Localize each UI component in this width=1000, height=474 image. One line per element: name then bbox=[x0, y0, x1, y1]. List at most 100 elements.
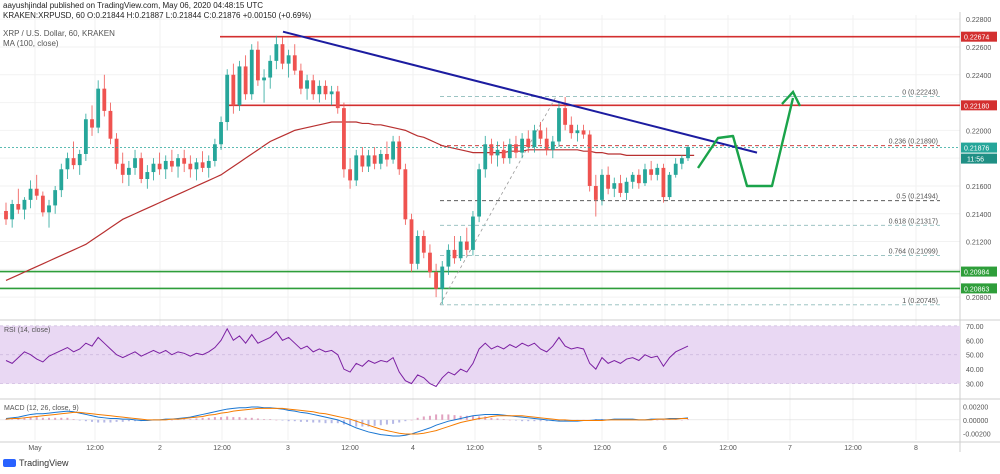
time-tick-label: 5 bbox=[538, 445, 542, 452]
candle-body bbox=[532, 130, 537, 148]
macd-histogram-bar bbox=[41, 417, 44, 420]
macd-histogram-bar bbox=[662, 419, 665, 421]
rsi-tick-label: 70.00 bbox=[966, 324, 984, 331]
candle-body bbox=[329, 91, 334, 95]
macd-histogram-bar bbox=[195, 418, 198, 420]
macd-histogram-bar bbox=[564, 419, 567, 422]
candle-body bbox=[471, 216, 475, 250]
price-tick-label: 0.21600 bbox=[966, 184, 991, 191]
macd-histogram-bar bbox=[521, 419, 524, 422]
candle-body bbox=[77, 153, 82, 166]
macd-histogram-bar bbox=[238, 417, 241, 420]
level-tag-resistance bbox=[961, 100, 997, 111]
candle-body bbox=[421, 235, 426, 253]
macd-histogram-bar bbox=[226, 416, 229, 420]
macd-histogram-bar bbox=[324, 419, 327, 424]
macd-histogram-bar bbox=[287, 419, 290, 422]
candle-body bbox=[612, 183, 617, 189]
candle-body bbox=[157, 163, 162, 170]
macd-histogram-bar bbox=[435, 414, 438, 420]
macd-histogram-bar bbox=[281, 419, 284, 421]
macd-histogram-bar bbox=[508, 419, 511, 421]
macd-histogram-bar bbox=[78, 419, 81, 421]
candle-body bbox=[188, 163, 193, 170]
candle-body bbox=[163, 160, 168, 170]
fib-price: 0.21494) bbox=[910, 194, 938, 201]
rsi-tick-label: 30.00 bbox=[966, 382, 984, 389]
candle-body bbox=[483, 144, 488, 170]
macd-histogram-bar bbox=[539, 419, 542, 422]
candle-body bbox=[581, 130, 586, 135]
candle-body bbox=[550, 141, 555, 150]
macd-histogram-bar bbox=[232, 417, 235, 420]
candle-body bbox=[22, 199, 27, 210]
level-tag-support-1 bbox=[961, 266, 997, 277]
candle-body bbox=[133, 158, 137, 168]
macd-histogram-bar bbox=[23, 417, 26, 420]
macd-histogram-bar bbox=[11, 419, 14, 420]
macd-signal-line bbox=[5, 407, 688, 435]
candle-body bbox=[667, 174, 672, 198]
author-line: aayushjindal published on TradingView.co… bbox=[3, 1, 264, 10]
level-label-resistance: 0.22180 bbox=[964, 103, 989, 110]
macd-histogram-bar bbox=[17, 418, 20, 420]
time-tick-label: 12:00 bbox=[213, 445, 231, 452]
candle-body bbox=[262, 77, 266, 81]
macd-histogram-bar bbox=[422, 416, 425, 420]
level-label-support-2: 0.20863 bbox=[964, 286, 989, 293]
candle-body bbox=[593, 185, 598, 200]
brand-text: TradingView bbox=[19, 458, 69, 468]
candle-body bbox=[434, 272, 438, 289]
candle-body bbox=[53, 190, 58, 206]
candle-body bbox=[200, 162, 205, 168]
countdown-tag bbox=[961, 153, 997, 164]
macd-histogram-bar bbox=[428, 415, 431, 420]
candle-body bbox=[102, 88, 107, 111]
price-tick-label: 0.21400 bbox=[966, 212, 991, 219]
candle-body bbox=[655, 167, 660, 175]
fib-label-1: 1 (0.20745) bbox=[902, 298, 938, 305]
time-tick-label: May bbox=[28, 445, 42, 452]
macd-tick-label: 0.00000 bbox=[963, 418, 988, 425]
tradingview-brand[interactable]: TradingView bbox=[3, 458, 69, 468]
candle-body bbox=[292, 55, 297, 71]
candle-body bbox=[212, 144, 217, 161]
candle-body bbox=[151, 163, 156, 173]
candle-body bbox=[108, 110, 113, 139]
candle-body bbox=[630, 174, 635, 182]
macd-title: MACD (12, 26, close, 9) bbox=[4, 405, 79, 412]
fib-price: 0.21317) bbox=[910, 218, 938, 225]
candle-body bbox=[268, 60, 273, 78]
macd-histogram-bar bbox=[66, 417, 69, 420]
macd-tick-label: -0.00200 bbox=[963, 431, 991, 438]
projection-arrowhead bbox=[781, 89, 802, 107]
candle-body bbox=[256, 49, 260, 81]
fib-price: 0.21099) bbox=[910, 249, 938, 256]
macd-histogram-bar bbox=[453, 415, 456, 420]
candle-body bbox=[47, 205, 51, 213]
candle-body bbox=[249, 49, 254, 95]
macd-histogram-bar bbox=[398, 419, 401, 423]
chart-title: XRP / U.S. Dollar, 60, KRAKEN bbox=[3, 29, 115, 38]
macd-histogram-bar bbox=[170, 419, 173, 421]
macd-histogram-bar bbox=[48, 417, 51, 420]
macd-histogram-bar bbox=[545, 419, 548, 422]
candle-body bbox=[378, 153, 383, 164]
candle-body bbox=[96, 88, 101, 128]
candle-body bbox=[618, 183, 623, 193]
candle-body bbox=[311, 80, 316, 95]
macd-histogram-bar bbox=[134, 419, 137, 422]
price-tick-label: 0.22600 bbox=[966, 45, 991, 52]
time-tick-label: 7 bbox=[788, 445, 792, 452]
macd-histogram-bar bbox=[404, 419, 407, 422]
candle-body bbox=[219, 122, 223, 145]
macd-histogram-bar bbox=[392, 419, 395, 424]
candle-body bbox=[587, 134, 592, 186]
last-price-label: 0.21876 bbox=[964, 146, 989, 153]
candle-body bbox=[403, 169, 408, 220]
macd-histogram-bar bbox=[103, 419, 106, 423]
macd-histogram-bar bbox=[367, 419, 370, 427]
macd-histogram-bar bbox=[54, 417, 57, 420]
macd-histogram-bar bbox=[496, 418, 499, 420]
